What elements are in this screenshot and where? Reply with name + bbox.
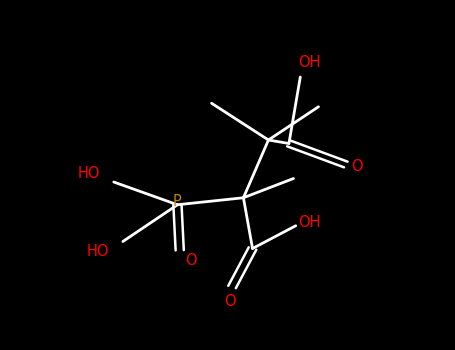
Text: O: O: [351, 159, 363, 174]
Text: O: O: [185, 253, 197, 268]
Text: HO: HO: [87, 244, 109, 259]
Text: O: O: [224, 294, 236, 309]
Text: OH: OH: [298, 216, 321, 230]
Text: HO: HO: [78, 166, 100, 181]
Text: OH: OH: [298, 55, 321, 70]
Text: P: P: [173, 194, 182, 209]
